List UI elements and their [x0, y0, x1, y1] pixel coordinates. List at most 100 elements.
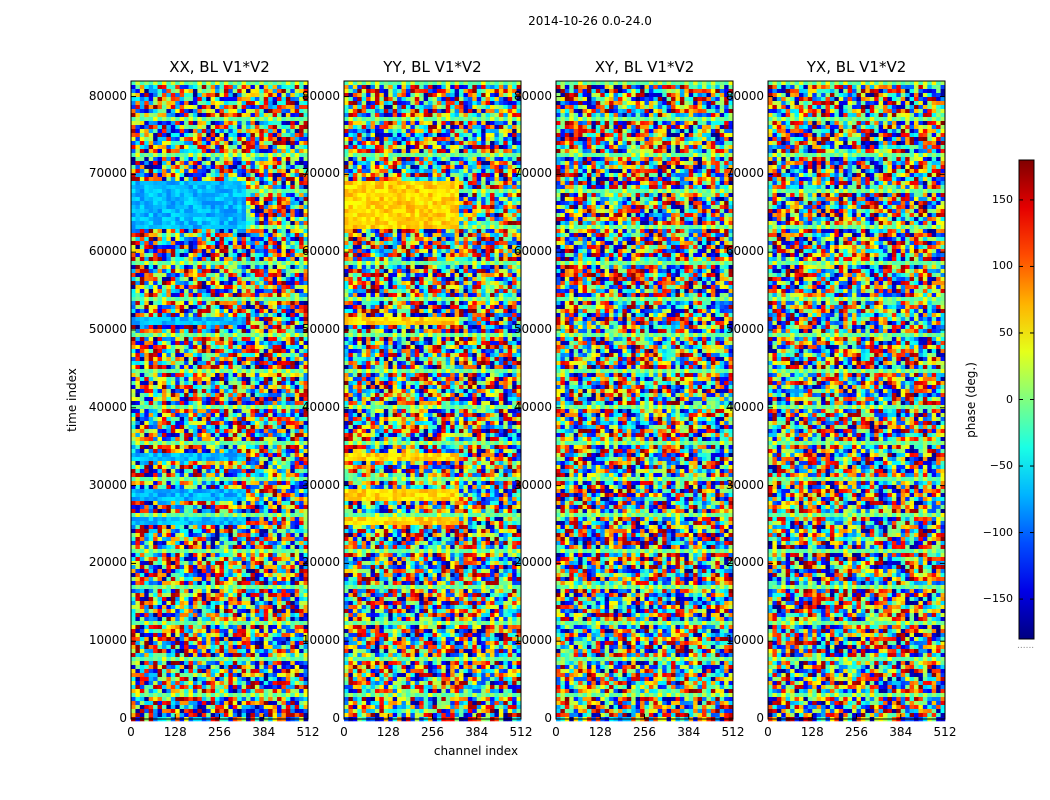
heatmap-cell: [263, 233, 269, 238]
heatmap-cell: [157, 93, 163, 98]
heatmap-cell: [223, 473, 229, 478]
heatmap-cell: [219, 229, 225, 234]
heatmap-cell: [232, 197, 238, 202]
heatmap-cell: [263, 397, 269, 402]
heatmap-cell: [290, 305, 296, 310]
heatmap-cell: [139, 89, 145, 94]
heatmap-cell: [197, 169, 203, 174]
heatmap-cell: [201, 93, 207, 98]
heatmap-cell: [210, 85, 216, 90]
heatmap-cell: [135, 521, 141, 526]
heatmap-cell: [294, 297, 300, 302]
heatmap-cell: [290, 237, 296, 242]
heatmap-cell: [268, 397, 273, 402]
heatmap-cell: [246, 529, 251, 534]
heatmap-cell: [166, 117, 172, 122]
heatmap-cell: [281, 329, 287, 334]
heatmap-cell: [254, 417, 260, 422]
heatmap-cell: [188, 353, 194, 358]
heatmap-cell: [250, 205, 256, 210]
heatmap-cell: [290, 529, 296, 534]
heatmap-cell: [166, 153, 172, 158]
heatmap-cell: [175, 213, 180, 218]
heatmap-cell: [268, 289, 273, 294]
heatmap-cell: [131, 465, 136, 470]
heatmap-cell: [166, 409, 172, 414]
heatmap-cell: [170, 173, 176, 178]
heatmap-cell: [241, 81, 247, 86]
heatmap-cell: [268, 465, 273, 470]
heatmap-cell: [192, 485, 198, 490]
heatmap-cell: [153, 105, 158, 110]
heatmap-cell: [232, 405, 238, 410]
heatmap-cell: [259, 513, 265, 518]
heatmap-cell: [197, 281, 203, 286]
heatmap-cell: [268, 193, 273, 198]
heatmap-cell: [268, 229, 273, 234]
heatmap-cell: [237, 213, 242, 218]
heatmap-cell: [148, 153, 154, 158]
heatmap-cell: [263, 389, 269, 394]
heatmap-cell: [232, 281, 238, 286]
heatmap-cell: [192, 85, 198, 90]
heatmap-cell: [228, 325, 234, 330]
heatmap-cell: [250, 289, 256, 294]
heatmap-cell: [281, 441, 287, 446]
heatmap-cell: [272, 421, 278, 426]
heatmap-cell: [161, 529, 167, 534]
heatmap-cell: [299, 529, 304, 534]
heatmap-cell: [237, 473, 242, 478]
heatmap-cell: [166, 185, 172, 190]
heatmap-cell: [272, 569, 278, 574]
heatmap-cell: [148, 133, 154, 138]
heatmap-cell: [210, 309, 216, 314]
heatmap-cell: [272, 81, 278, 86]
heatmap-cell: [290, 465, 296, 470]
heatmap-cell: [294, 205, 300, 210]
heatmap-cell: [161, 293, 167, 298]
heatmap-cell: [290, 173, 296, 178]
heatmap-cell: [170, 241, 176, 246]
heatmap-cell: [285, 217, 291, 222]
heatmap-cell: [170, 525, 176, 530]
heatmap-cell: [303, 233, 309, 238]
heatmap-cell: [219, 413, 225, 418]
heatmap-cell: [184, 117, 189, 122]
heatmap-cell: [197, 213, 203, 218]
heatmap-cell: [157, 89, 163, 94]
heatmap-cell: [179, 197, 185, 202]
heatmap-cell: [215, 269, 220, 274]
heatmap-cell: [210, 233, 216, 238]
heatmap-cell: [285, 213, 291, 218]
heatmap-cell: [175, 401, 180, 406]
heatmap-cell: [188, 445, 194, 450]
heatmap-cell: [161, 129, 167, 134]
heatmap-cell: [179, 353, 185, 358]
heatmap-cell: [232, 525, 238, 530]
heatmap-cell: [139, 497, 145, 502]
heatmap-cell: [246, 545, 251, 550]
heatmap-cell: [228, 293, 234, 298]
heatmap-cell: [277, 461, 282, 466]
heatmap-cell: [148, 189, 154, 194]
heatmap-cell: [285, 449, 291, 454]
heatmap-cell: [210, 245, 216, 250]
heatmap-cell: [241, 377, 247, 382]
heatmap-cell: [263, 181, 269, 186]
heatmap-cell: [161, 549, 167, 554]
heatmap-cell: [228, 261, 234, 266]
heatmap-cell: [223, 529, 229, 534]
heatmap-cell: [277, 125, 282, 130]
heatmap-cell: [272, 293, 278, 298]
heatmap-cell: [161, 341, 167, 346]
heatmap-cell: [201, 281, 207, 286]
heatmap-cell: [241, 197, 247, 202]
heatmap-cell: [175, 485, 180, 490]
heatmap-cell: [139, 125, 145, 130]
heatmap-cell: [219, 145, 225, 150]
heatmap-cell: [237, 465, 242, 470]
heatmap-cell: [294, 461, 300, 466]
heatmap-cell: [161, 385, 167, 390]
heatmap-cell: [148, 365, 154, 370]
heatmap-cell: [135, 445, 141, 450]
